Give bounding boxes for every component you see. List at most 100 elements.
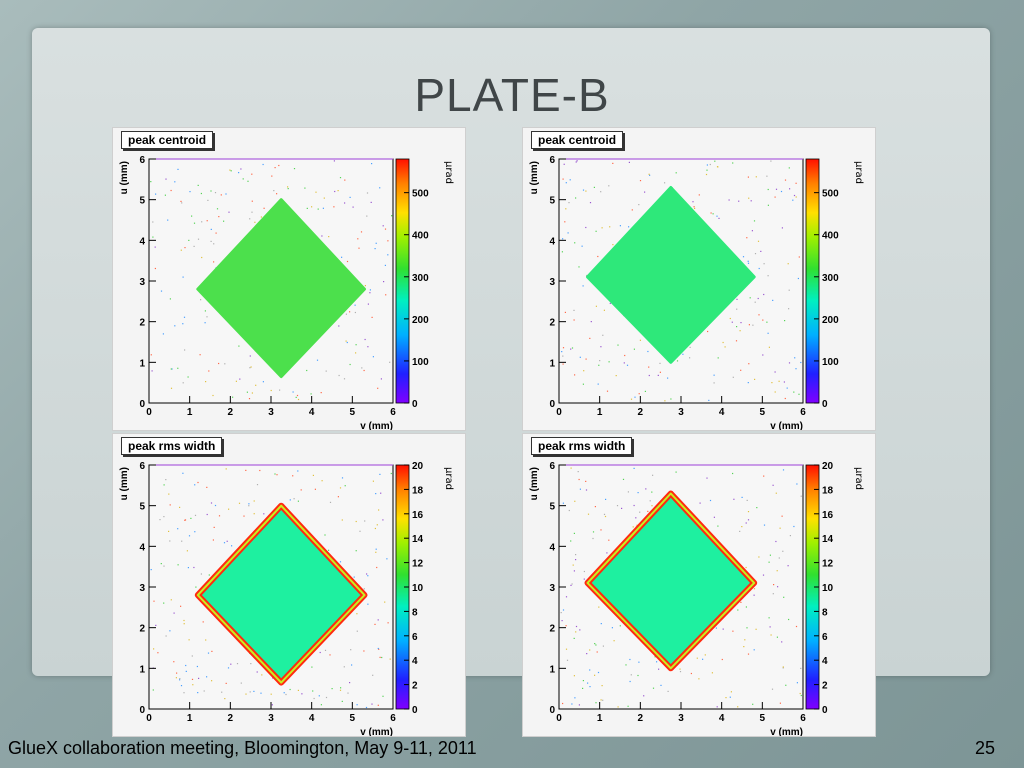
noise-speckle bbox=[608, 185, 610, 187]
noise-speckle bbox=[782, 550, 784, 552]
noise-speckle bbox=[573, 319, 575, 321]
noise-speckle bbox=[389, 361, 391, 363]
noise-speckle bbox=[331, 688, 333, 690]
noise-speckle bbox=[601, 685, 603, 687]
noise-speckle bbox=[260, 692, 262, 694]
noise-speckle bbox=[356, 613, 358, 615]
noise-speckle bbox=[595, 305, 597, 307]
noise-speckle bbox=[582, 383, 584, 385]
noise-speckle bbox=[659, 362, 661, 364]
noise-speckle bbox=[341, 700, 343, 702]
noise-speckle bbox=[605, 498, 607, 500]
noise-speckle bbox=[324, 534, 326, 536]
x-tick-label: 4 bbox=[309, 407, 315, 418]
noise-speckle bbox=[384, 228, 387, 230]
noise-speckle bbox=[361, 367, 363, 369]
colorbar-label: μrad bbox=[443, 467, 454, 490]
noise-speckle bbox=[606, 552, 608, 554]
noise-speckle bbox=[371, 316, 373, 318]
noise-speckle bbox=[594, 506, 596, 508]
noise-speckle bbox=[583, 570, 585, 573]
x-tick-label: 5 bbox=[350, 713, 356, 724]
noise-speckle bbox=[767, 204, 769, 206]
noise-speckle bbox=[632, 526, 634, 528]
y-tick-label: 6 bbox=[549, 461, 555, 472]
noise-speckle bbox=[582, 687, 584, 689]
noise-speckle bbox=[182, 382, 184, 384]
noise-speckle bbox=[194, 484, 196, 486]
noise-speckle bbox=[592, 537, 594, 540]
noise-speckle bbox=[152, 236, 154, 238]
colorbar-tick-label: 8 bbox=[822, 607, 828, 618]
colorbar-tick-label: 14 bbox=[822, 534, 834, 545]
noise-speckle bbox=[670, 398, 672, 400]
noise-speckle bbox=[713, 382, 715, 384]
noise-speckle bbox=[248, 503, 250, 505]
noise-speckle bbox=[775, 492, 777, 494]
noise-speckle bbox=[651, 505, 653, 507]
noise-speckle bbox=[585, 190, 587, 192]
noise-speckle bbox=[743, 646, 745, 648]
noise-speckle bbox=[562, 355, 564, 357]
noise-speckle bbox=[562, 363, 564, 365]
noise-speckle bbox=[636, 524, 638, 526]
noise-speckle bbox=[341, 519, 343, 521]
noise-speckle bbox=[575, 625, 578, 628]
x-tick-label: 2 bbox=[638, 407, 644, 418]
noise-speckle bbox=[721, 658, 723, 661]
noise-speckle bbox=[187, 567, 189, 569]
noise-speckle bbox=[384, 601, 386, 603]
noise-speckle bbox=[629, 658, 631, 661]
noise-speckle bbox=[625, 664, 627, 666]
noise-speckle bbox=[196, 665, 198, 668]
noise-speckle bbox=[589, 649, 591, 651]
noise-speckle bbox=[333, 206, 335, 208]
noise-speckle bbox=[782, 667, 784, 669]
noise-speckle bbox=[372, 480, 374, 482]
noise-speckle bbox=[778, 380, 780, 382]
noise-speckle bbox=[213, 243, 215, 245]
noise-speckle bbox=[212, 539, 214, 541]
noise-speckle bbox=[573, 532, 575, 534]
noise-speckle bbox=[586, 274, 588, 277]
noise-speckle bbox=[568, 202, 570, 204]
noise-speckle bbox=[617, 344, 619, 346]
noise-speckle bbox=[239, 378, 241, 380]
noise-speckle bbox=[321, 235, 323, 237]
noise-speckle bbox=[766, 175, 768, 177]
noise-speckle bbox=[375, 493, 377, 495]
noise-speckle bbox=[739, 530, 741, 532]
noise-speckle bbox=[295, 396, 297, 398]
noise-speckle bbox=[788, 308, 790, 310]
noise-speckle bbox=[733, 498, 735, 500]
noise-speckle bbox=[230, 663, 232, 665]
noise-speckle bbox=[256, 671, 258, 673]
noise-speckle bbox=[597, 383, 599, 385]
noise-speckle bbox=[736, 326, 738, 328]
noise-speckle bbox=[788, 289, 790, 291]
noise-speckle bbox=[163, 516, 165, 518]
noise-speckle bbox=[245, 693, 247, 695]
noise-speckle bbox=[563, 163, 565, 165]
noise-speckle bbox=[583, 370, 585, 372]
noise-speckle bbox=[202, 621, 204, 623]
noise-speckle bbox=[328, 549, 330, 551]
noise-speckle bbox=[274, 167, 276, 169]
noise-speckle bbox=[206, 220, 208, 222]
noise-speckle bbox=[263, 513, 265, 515]
colorbar-tick-label: 200 bbox=[822, 315, 839, 326]
noise-speckle bbox=[173, 661, 175, 663]
noise-speckle bbox=[263, 207, 265, 209]
noise-speckle bbox=[770, 634, 772, 636]
noise-speckle bbox=[747, 382, 749, 384]
y-tick-label: 4 bbox=[139, 542, 145, 553]
noise-speckle bbox=[652, 474, 654, 476]
y-tick-label: 1 bbox=[139, 358, 145, 369]
noise-speckle bbox=[183, 623, 185, 625]
noise-speckle bbox=[647, 350, 649, 353]
noise-speckle bbox=[573, 570, 575, 572]
y-tick-label: 0 bbox=[139, 399, 145, 410]
noise-speckle bbox=[600, 623, 602, 625]
noise-speckle bbox=[657, 374, 659, 376]
colorbar-tick-label: 20 bbox=[412, 461, 424, 472]
